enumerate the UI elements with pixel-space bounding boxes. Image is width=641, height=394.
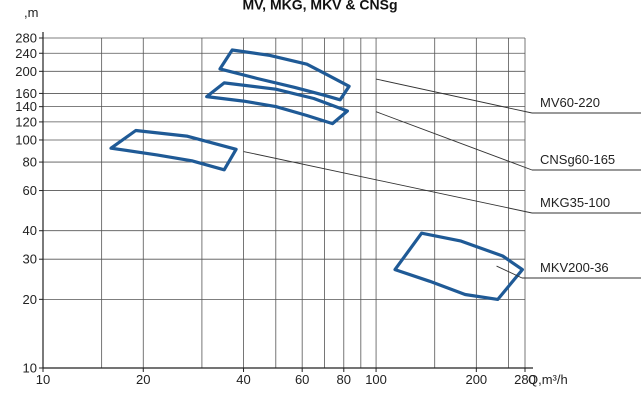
y-tick-label: 60	[23, 183, 37, 198]
y-tick-label: 100	[15, 132, 37, 147]
leader-line-mkv200-36	[496, 265, 523, 279]
y-tick-label: 160	[15, 86, 37, 101]
x-axis-label: Q,m³/h	[528, 372, 568, 387]
leader-line-mkg35-100	[243, 151, 533, 214]
series-label-mv60-220: MV60-220	[540, 95, 600, 110]
curve-region-mkg35-100	[109, 128, 238, 172]
curve-region-cnsg60-165	[205, 81, 349, 126]
x-tick-label: 100	[365, 372, 387, 387]
y-tick-label: 140	[15, 99, 37, 114]
x-tick-label: 40	[236, 372, 250, 387]
x-tick-label: 20	[136, 372, 150, 387]
leader-line-mv60-220	[375, 78, 533, 114]
y-tick-label: 200	[15, 64, 37, 79]
y-tick-label: 240	[15, 46, 37, 61]
chart-title: MV, MKG, MKV & CNSg	[242, 0, 397, 13]
x-tick-label: 200	[465, 372, 487, 387]
y-tick-label: 80	[23, 155, 37, 170]
x-tick-label: 80	[337, 372, 351, 387]
y-tick-label: 40	[23, 223, 37, 238]
y-tick-label: 20	[23, 292, 37, 307]
y-tick-label: 120	[15, 114, 37, 129]
y-tick-label: 280	[15, 31, 37, 46]
curve-region-mv60-220	[218, 48, 351, 102]
x-tick-label: 60	[295, 372, 309, 387]
leader-line-cnsg60-165	[375, 111, 533, 171]
y-tick-label: 10	[23, 361, 37, 376]
y-tick-label: 30	[23, 252, 37, 267]
series-label-cnsg60-165: CNSg60-165	[540, 152, 615, 167]
x-tick-label: 280	[514, 372, 536, 387]
y-axis-label: ,m	[24, 5, 38, 20]
x-tick-label: 10	[36, 372, 50, 387]
series-label-mkg35-100: MKG35-100	[540, 195, 610, 210]
series-label-mkv200-36: MKV200-36	[540, 260, 609, 275]
curve-region-mkv200-36	[393, 231, 525, 301]
